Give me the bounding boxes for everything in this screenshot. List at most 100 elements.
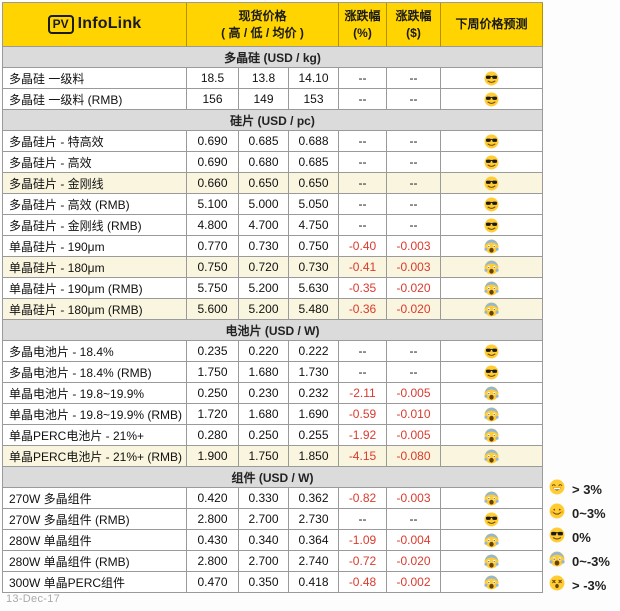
pv-logo-icon: PV — [47, 15, 74, 34]
scream-emoji — [441, 446, 543, 467]
change-pct: -- — [339, 152, 387, 173]
change-usd: -0.020 — [387, 551, 441, 572]
price-high: 1.720 — [187, 404, 239, 425]
scream-emoji — [441, 278, 543, 299]
row-label: 多晶硅片 - 高效 — [3, 152, 187, 173]
price-low: 0.220 — [239, 341, 289, 362]
change-pct: -0.35 — [339, 278, 387, 299]
change-usd: -- — [387, 215, 441, 236]
logo-text: InfoLink — [77, 15, 142, 33]
legend-label: 0% — [572, 530, 591, 545]
price-high: 0.280 — [187, 425, 239, 446]
change-pct: -1.92 — [339, 425, 387, 446]
section-header: 电池片 (USD / W) — [3, 320, 543, 341]
legend-label: 0~3% — [572, 506, 606, 521]
row-label: 多晶硅片 - 高效 (RMB) — [3, 194, 187, 215]
price-avg: 1.690 — [289, 404, 339, 425]
price-avg: 5.050 — [289, 194, 339, 215]
change-usd: -- — [387, 152, 441, 173]
price-low: 0.730 — [239, 236, 289, 257]
price-avg: 0.232 — [289, 383, 339, 404]
price-avg: 2.740 — [289, 551, 339, 572]
section-header: 组件 (USD / W) — [3, 467, 543, 488]
price-high: 0.420 — [187, 488, 239, 509]
change-usd: -- — [387, 89, 441, 110]
scream-emoji — [441, 299, 543, 320]
row-label: 单晶PERC电池片 - 21%+ — [3, 425, 187, 446]
price-high: 0.750 — [187, 257, 239, 278]
table-header-row: PV InfoLink 现货价格 ( 高 / 低 / 均价 ) 涨跌幅 (%) … — [3, 3, 543, 47]
report-date: 13-Dec-17 — [6, 593, 61, 605]
change-pct-sublabel: (%) — [353, 25, 372, 40]
table-row: 单晶PERC电池片 - 21%+ 0.280 0.250 0.255 -1.92 -0.0… — [3, 425, 543, 446]
spot-price-label: 现货价格 — [238, 8, 287, 23]
row-label: 多晶电池片 - 18.4% (RMB) — [3, 362, 187, 383]
change-usd: -0.003 — [387, 257, 441, 278]
change-pct: -0.41 — [339, 257, 387, 278]
price-avg: 0.685 — [289, 152, 339, 173]
scream-emoji — [441, 488, 543, 509]
change-pct: -4.15 — [339, 446, 387, 467]
row-label: 280W 单晶组件 — [3, 530, 187, 551]
scream-emoji — [549, 551, 565, 572]
price-low: 0.250 — [239, 425, 289, 446]
change-usd: -0.005 — [387, 425, 441, 446]
change-usd: -- — [387, 173, 441, 194]
price-low: 0.340 — [239, 530, 289, 551]
price-high: 2.800 — [187, 509, 239, 530]
row-label: 270W 多晶组件 (RMB) — [3, 509, 187, 530]
sunglasses-emoji — [441, 131, 543, 152]
change-pct: -- — [339, 215, 387, 236]
change-usd-label: 涨跌幅 — [395, 8, 432, 23]
legend-item: 0% — [549, 527, 610, 548]
scream-emoji — [441, 530, 543, 551]
table-row: 多晶硅 一级料 18.5 13.8 14.10 -- -- — [3, 68, 543, 89]
scream-emoji — [441, 572, 543, 593]
price-low: 0.650 — [239, 173, 289, 194]
sunglasses-emoji — [441, 173, 543, 194]
change-pct: -- — [339, 362, 387, 383]
price-low: 13.8 — [239, 68, 289, 89]
sunglasses-emoji — [441, 68, 543, 89]
legend-item: > 3% — [549, 479, 610, 500]
table-row: 单晶电池片 - 19.8~19.9% (RMB) 1.720 1.680 1.690-… — [3, 404, 543, 425]
price-low: 5.200 — [239, 278, 289, 299]
change-usd: -- — [387, 194, 441, 215]
change-usd: -- — [387, 68, 441, 89]
change-usd: -- — [387, 131, 441, 152]
change-usd: -0.003 — [387, 488, 441, 509]
scream-emoji — [441, 236, 543, 257]
change-pct: -0.59 — [339, 404, 387, 425]
table-row: 单晶硅片 - 180μm (RMB) 5.600 5.200 5.480 -0.36 -0… — [3, 299, 543, 320]
change-usd: -0.005 — [387, 383, 441, 404]
price-high: 5.750 — [187, 278, 239, 299]
row-label: 多晶硅片 - 金刚线 (RMB) — [3, 215, 187, 236]
table-row: 多晶硅 一级料 (RMB) 156 149 153 -- -- — [3, 89, 543, 110]
price-avg: 5.480 — [289, 299, 339, 320]
price-high: 0.430 — [187, 530, 239, 551]
price-low: 5.000 — [239, 194, 289, 215]
price-avg: 0.222 — [289, 341, 339, 362]
change-pct-label: 涨跌幅 — [344, 8, 381, 23]
sunglasses-emoji — [441, 194, 543, 215]
row-label: 单晶硅片 - 180μm (RMB) — [3, 299, 187, 320]
legend-item: 0~-3% — [549, 551, 610, 572]
table-row: 多晶电池片 - 18.4% (RMB) 1.750 1.680 1.730 -- -- — [3, 362, 543, 383]
row-label: 单晶硅片 - 180μm — [3, 257, 187, 278]
sunglasses-emoji — [441, 152, 543, 173]
legend-label: > 3% — [572, 482, 602, 497]
table-row: 单晶PERC电池片 - 21%+ (RMB) 1.900 1.750 1.850 -4.… — [3, 446, 543, 467]
table-row: 多晶电池片 - 18.4% 0.235 0.220 0.222 -- -- — [3, 341, 543, 362]
grin-emoji — [549, 479, 565, 500]
change-pct: -- — [339, 341, 387, 362]
table-row: 270W 多晶组件 0.420 0.330 0.362 -0.82 -0.003 — [3, 488, 543, 509]
price-avg: 0.255 — [289, 425, 339, 446]
price-low: 1.680 — [239, 404, 289, 425]
table-row: 多晶硅片 - 高效 0.690 0.680 0.685 -- -- — [3, 152, 543, 173]
price-high: 0.250 — [187, 383, 239, 404]
price-avg: 5.630 — [289, 278, 339, 299]
change-usd: -0.002 — [387, 572, 441, 593]
change-usd: -0.020 — [387, 299, 441, 320]
row-label: 单晶电池片 - 19.8~19.9% — [3, 383, 187, 404]
change-pct: -2.11 — [339, 383, 387, 404]
